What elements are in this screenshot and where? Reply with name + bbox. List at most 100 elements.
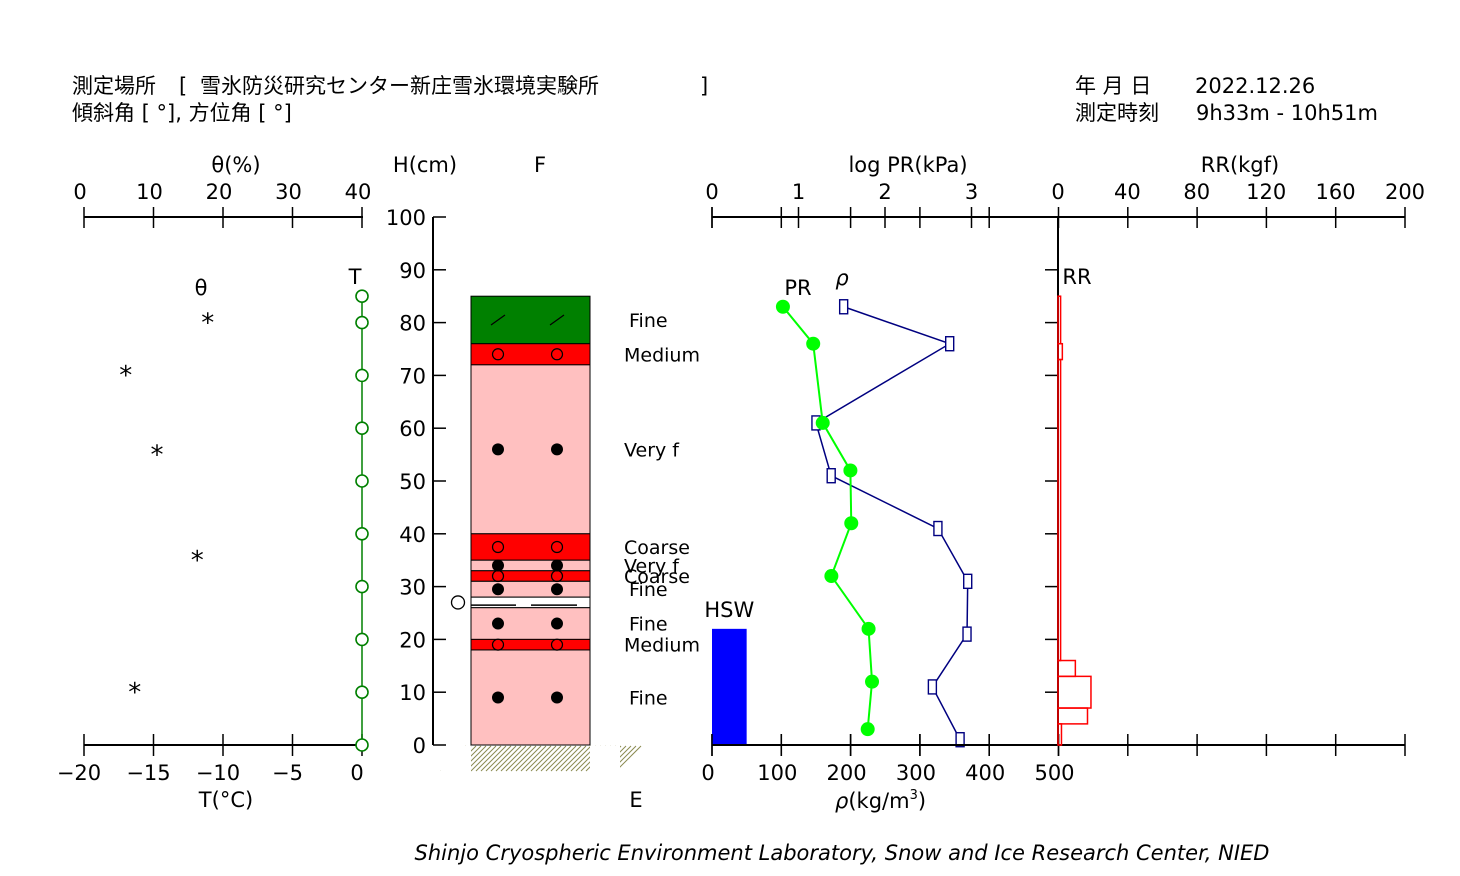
ground-hatch-line [615,745,642,772]
side-ring-marker [450,595,466,610]
grain-size-label: Medium [624,344,700,366]
ground-hatch-line [505,745,532,772]
grain-dot [551,559,563,572]
column-bottom-label: E [629,788,642,812]
density-title-close: ) [918,789,926,813]
temp-point [355,579,369,594]
height-tick-label: 0 [413,734,426,758]
density-tick-label: 500 [1034,761,1074,785]
rr-tick-label: 200 [1385,180,1425,204]
grain-ring [491,638,505,651]
grain-ring [491,348,505,361]
ground-hatch-line [525,745,552,772]
temp-axis-ticks: −20 −15 −10 −5 0 [57,734,364,785]
density-tick-label: 0 [701,761,714,785]
density-point [944,336,955,352]
density-point [962,626,972,642]
grain-dot [492,583,504,596]
pr-line [782,306,874,730]
hsw-bar [712,628,747,745]
height-tick-label: 30 [399,576,426,600]
density-line [815,306,969,741]
height-tick-label: 90 [399,259,426,283]
temp-tick-label: 0 [350,761,363,785]
height-tick-label: 40 [399,523,426,547]
density-axis-title: ρ(kg/m3) [835,788,926,813]
ground-hatch-line [500,745,527,772]
temp-point [355,738,369,752]
rr-tick-label: 120 [1246,180,1286,204]
grain-size-label: Medium [624,635,700,657]
density-points [811,299,973,748]
temp-tick-label: −10 [196,761,240,785]
grain-slash [490,314,506,326]
location-bracket-close: ] [700,74,708,98]
temp-point [355,474,369,488]
rr-bar [1057,659,1077,678]
ground-hatch-line [470,745,497,772]
pr-axis-title: log PR(kPa) [848,153,967,177]
temp-marker-label: T [348,265,362,289]
temp-point [355,526,369,541]
grain-slash [549,314,565,326]
grain-size-label: Coarse [624,566,690,588]
height-tick-label: 60 [399,417,426,441]
ground-hatch-line [565,745,592,772]
pr-axis-ticks: 0 1 2 3 [705,180,978,228]
time-label: 測定時刻 [1075,101,1159,125]
rr-axis-title: RR(kgf) [1201,153,1279,177]
temp-axis-title: T(°C) [198,788,253,812]
temp-points [355,289,369,752]
ground-hatch [440,745,642,772]
snow-layer [470,559,591,572]
density-tick-label: 300 [896,761,936,785]
theta-tick-label: 20 [206,180,233,204]
grain-ring [550,569,564,583]
pr-tick-label: 2 [878,180,891,204]
temp-tick-label: −15 [126,761,170,785]
theta-marker-label: θ [195,276,208,300]
grain-ring [491,540,505,554]
grain-dot [492,443,504,456]
date-label: 年 月 日 [1075,74,1151,98]
theta-tick-label: 40 [345,180,372,204]
grain-size-label: Fine [629,687,668,709]
theta-tick-label: 0 [73,180,86,204]
ground-hatch-line [490,745,517,772]
time-value: 9h33m - 10h51m [1196,101,1378,125]
grain-dot [492,691,504,704]
ground-hatch-line [535,745,562,772]
rr-tick-label: 160 [1316,180,1356,204]
grain-dot [492,559,504,572]
temp-point [355,368,369,383]
height-axis-title: H(cm) [393,153,457,177]
pr-point [860,722,875,737]
pr-points [775,299,880,737]
location-label: 測定場所 [72,74,156,98]
density-tick-label: 400 [965,761,1005,785]
pr-tick-label: 3 [965,180,978,204]
temp-point [355,289,369,304]
rr-bar [1057,675,1092,709]
grain-size-label: Fine [629,614,668,636]
temp-point [355,632,369,647]
snow-layer [470,295,591,345]
snow-layer [470,638,591,651]
rr-bar [1057,358,1062,662]
grain-ring [550,540,564,554]
height-tick-label: 20 [399,628,426,652]
theta-point: * [128,678,141,708]
snow-layer [470,649,591,746]
ground-hatch-line [540,745,567,772]
rr-tick-label: 80 [1183,180,1210,204]
snow-layer [470,580,591,598]
grain-size-label: Very f [624,555,680,577]
snow-layer [470,607,591,640]
rr-height-ticks [1045,269,1058,693]
pr-tick-label: 1 [792,180,805,204]
density-point [933,520,943,537]
pr-point [806,336,821,351]
